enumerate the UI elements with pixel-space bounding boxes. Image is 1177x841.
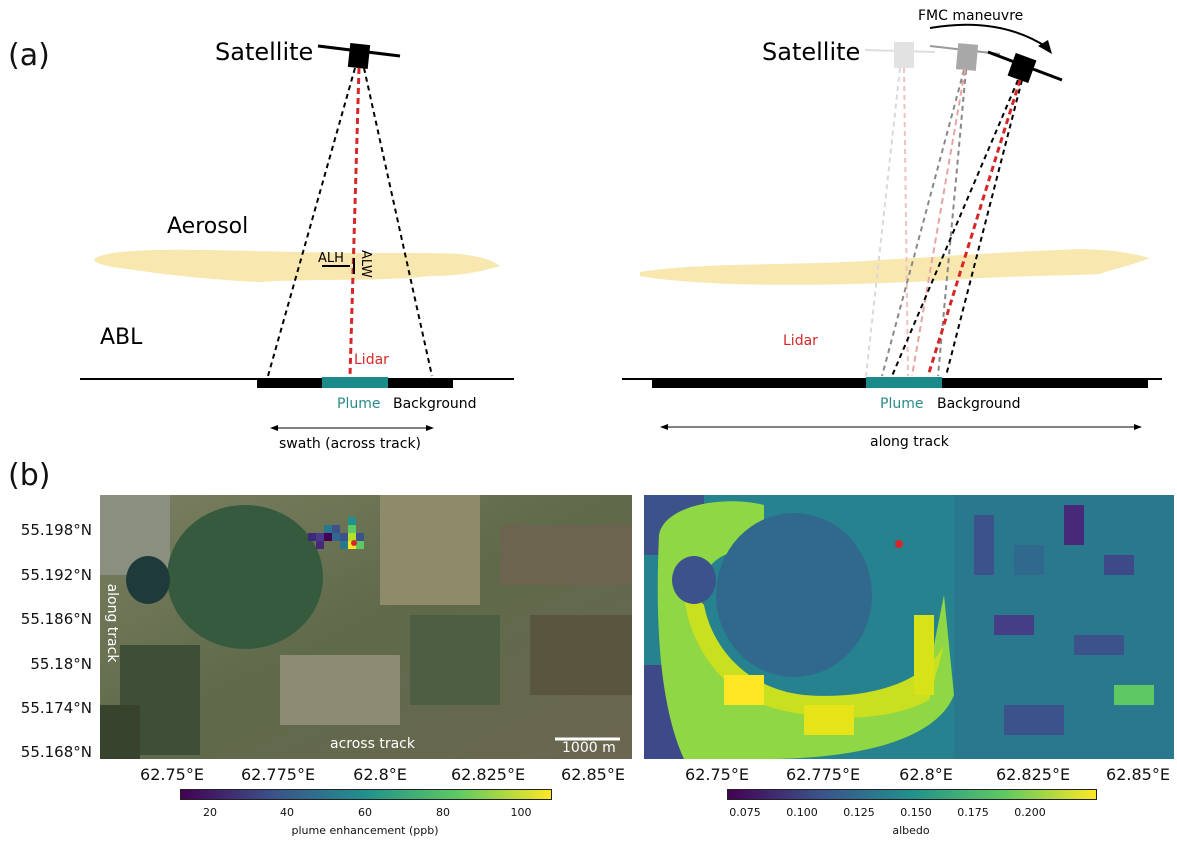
y-tick: 55.186°N [20,610,92,628]
x-tick: 62.775°E [240,765,316,784]
y-tick: 55.174°N [20,699,92,717]
left-alh-label: ALH [318,251,344,266]
x-tick: 62.75°E [140,765,204,784]
right-lidar-label: Lidar [783,333,818,349]
x-tick: 62.825°E [995,765,1071,784]
cb-tick: 60 [358,806,372,819]
right-background-label: Background [937,396,1021,412]
albedo-colorbar [727,789,1097,800]
y-tick: 55.192°N [20,566,92,584]
x-tick: 62.75°E [685,765,749,784]
left-aerosol-label: Aerosol [167,214,248,239]
cb-tick: 0.200 [1014,806,1046,819]
map-right-big-lake [716,513,872,677]
x-tick: 62.8°E [353,765,407,784]
right-schematic: Satellite FMC maneuvre Lidar Plume Backg… [622,8,1162,450]
right-satellite-label: Satellite [762,38,860,66]
x-tick: 62.825°E [450,765,526,784]
x-tick: 62.85°E [1106,765,1170,784]
right-plume-bar [866,377,942,388]
map-left-big-lake [167,505,323,649]
right-aerosol-cloud [640,249,1150,285]
x-tick: 62.8°E [899,765,953,784]
diagram-a: Satellite Aerosol ALH ALW ABL Lidar Plum… [80,8,1162,452]
right-plume-label: Plume [880,396,923,412]
map-left-across-track-label: across track [330,736,415,752]
cb-tick: 0.175 [957,806,989,819]
left-aerosol-cloud [94,249,500,282]
left-schematic: Satellite Aerosol ALH ALW ABL Lidar Plum… [80,38,514,452]
left-plume-label: Plume [337,396,380,412]
cb-tick: 0.150 [900,806,932,819]
left-alw-label: ALW [358,250,373,278]
map-right-small-lake [672,556,716,604]
y-tick: 55.198°N [20,521,92,539]
right-satellite-faded-2 [955,43,979,71]
y-tick: 55.168°N [20,743,92,761]
right-along-track-label: along track [870,434,950,450]
cb-tick: 40 [280,806,294,819]
right-fmc-label: FMC maneuvre [918,8,1023,24]
map-left-imagery [100,495,632,759]
left-lidar-label: Lidar [354,352,389,368]
left-satellite-body [347,43,371,69]
cb-tick: 0.100 [786,806,818,819]
cb-tick: 80 [436,806,450,819]
map-left-scale-label: 1000 m [562,740,616,756]
left-abl-label: ABL [100,325,143,350]
map-left-small-lake [126,556,170,604]
map-right-albedo [644,495,1174,759]
map-left: along track across track 1000 m [100,495,632,759]
right-satellite-faded-1 [894,42,914,68]
cb-tick: 0.125 [843,806,875,819]
panel-label-b: (b) [8,458,51,493]
panel-label-a: (a) [8,38,50,73]
cb-tick: 20 [203,806,217,819]
right-satellite-body [1007,52,1037,84]
plume-colorbar-label: plume enhancement (ppb) [291,824,439,837]
cb-tick: 0.075 [729,806,761,819]
left-satellite-label: Satellite [215,38,313,66]
y-tick: 55.18°N [30,655,92,673]
map-right [644,495,1174,759]
map-left-along-track-label: along track [104,583,120,663]
left-swath-label: swath (across track) [279,436,421,452]
plume-colorbar [180,789,552,800]
left-background-label: Background [393,396,477,412]
x-tick: 62.775°E [785,765,861,784]
cb-tick: 100 [510,806,532,819]
albedo-colorbar-label: albedo [892,824,930,837]
left-plume-bar [322,377,388,388]
x-tick: 62.85°E [561,765,625,784]
